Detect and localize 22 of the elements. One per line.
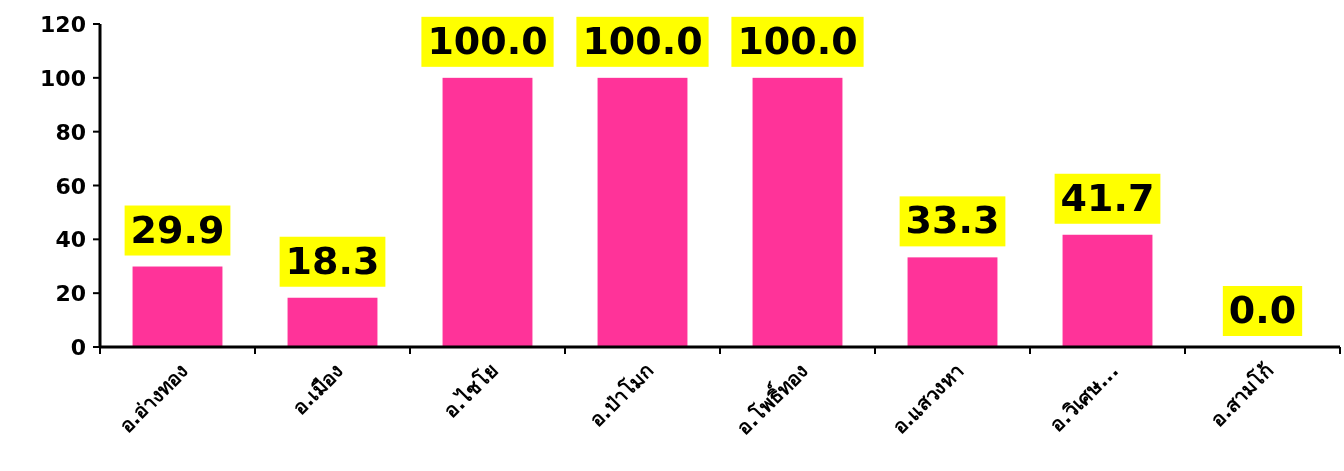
bar: [132, 266, 223, 347]
bar: [752, 77, 843, 347]
data-label: 33.3: [905, 198, 1000, 243]
y-tick-label: 120: [40, 12, 86, 37]
data-label: 41.7: [1060, 175, 1155, 220]
y-tick-label: 100: [40, 65, 86, 91]
bar: [442, 77, 533, 347]
data-label: 100.0: [737, 18, 858, 63]
data-label: 18.3: [285, 238, 380, 283]
y-tick-label: 0: [70, 335, 86, 360]
y-tick-label: 80: [55, 119, 86, 145]
bar: [1062, 234, 1153, 347]
data-label: 100.0: [427, 18, 548, 63]
y-tick-label: 20: [55, 281, 86, 307]
data-label: 29.9: [130, 207, 225, 252]
y-tick-label: 60: [55, 173, 86, 199]
bar: [907, 257, 998, 347]
data-label: 100.0: [582, 18, 703, 63]
bar: [287, 297, 378, 347]
y-tick-label: 40: [55, 227, 86, 253]
data-label: 0.0: [1228, 288, 1297, 332]
bar: [597, 77, 688, 347]
